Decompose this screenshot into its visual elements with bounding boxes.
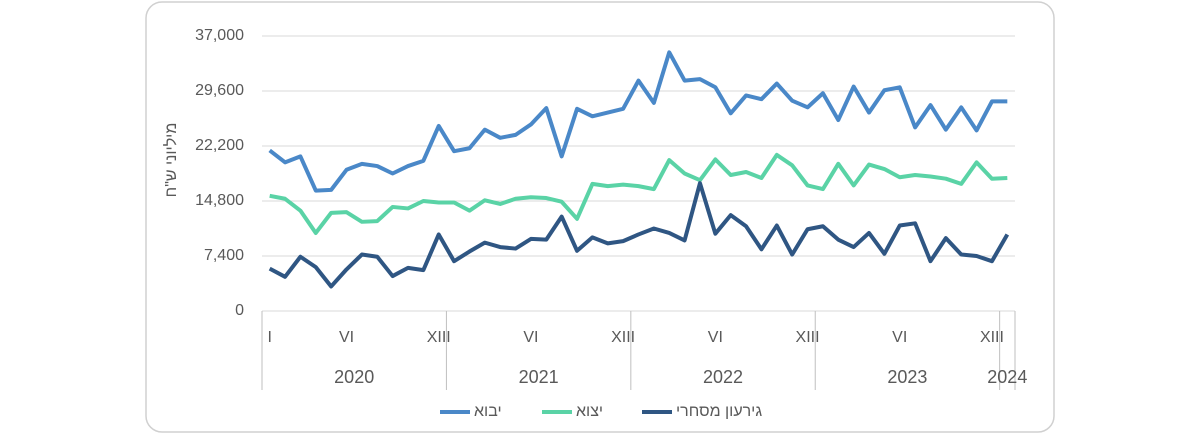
- series-line: [268, 50, 1008, 193]
- series-line: [268, 181, 1010, 289]
- legend-label: יצוא: [576, 403, 603, 420]
- x-tick-label: XIII: [796, 329, 820, 346]
- x-group-label: 2023: [887, 367, 927, 387]
- legend-label: יבוא: [474, 403, 502, 420]
- x-tick-label: VI: [523, 329, 538, 346]
- x-tick-label: XIII: [980, 329, 1004, 346]
- x-tick-label: VI: [708, 329, 723, 346]
- x-group-label: 2020: [334, 367, 374, 387]
- x-tick-label: VI: [892, 329, 907, 346]
- y-axis-label: מיליוני ש"ח: [162, 123, 180, 198]
- x-tick-label: XIII: [427, 329, 451, 346]
- chart-frame: [145, 1, 1055, 433]
- x-group-label: 2022: [703, 367, 743, 387]
- y-tick-label: 29,600: [195, 82, 244, 99]
- x-tick-label: VI: [339, 329, 354, 346]
- x-tick-label: I: [267, 329, 271, 346]
- x-group-label: 2021: [519, 367, 559, 387]
- y-tick-label: 37,000: [195, 27, 244, 44]
- y-tick-label: 14,800: [195, 192, 244, 209]
- y-tick-label: 0: [235, 302, 244, 319]
- legend-label: גירעון מסחרי: [676, 403, 762, 420]
- y-tick-label: 7,400: [204, 247, 244, 264]
- y-tick-label: 22,200: [195, 137, 244, 154]
- x-group-label: 2024: [987, 367, 1027, 387]
- x-tick-label: XIII: [611, 329, 635, 346]
- series-line: [269, 152, 1008, 235]
